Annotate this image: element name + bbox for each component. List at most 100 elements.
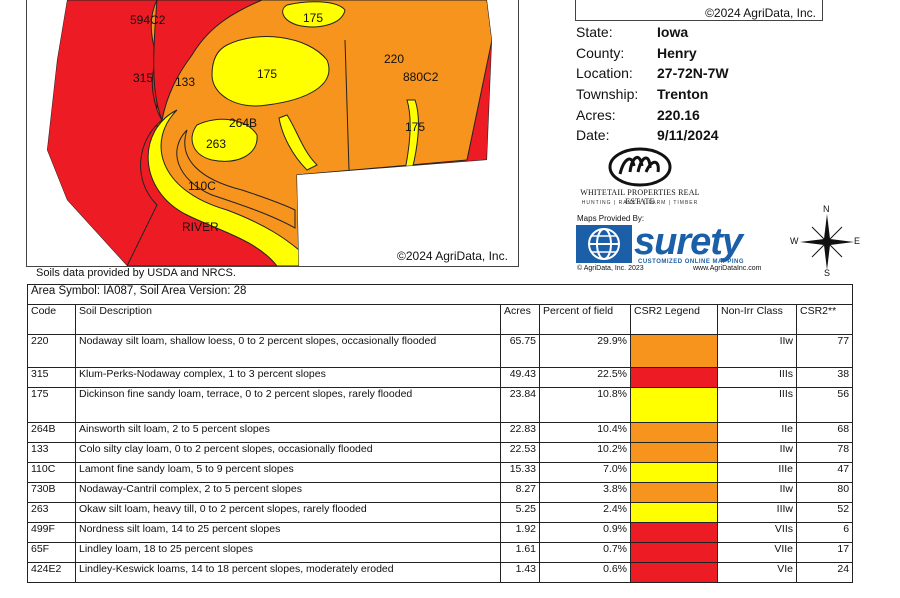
- agri-copyright: © AgriData, Inc. 2023: [577, 265, 644, 272]
- soil-csr2: 24: [795, 562, 854, 583]
- soil-acres: 15.33: [500, 462, 540, 483]
- soil-csr2: 6: [795, 522, 854, 543]
- info-label: Township:: [576, 86, 639, 103]
- compass-rose-icon: N S E W: [790, 204, 864, 278]
- soil-code: 264B: [27, 422, 76, 443]
- map-label: 175: [303, 11, 324, 25]
- info-value: Trenton: [657, 86, 709, 103]
- soil-description: Dickinson fine sandy loam, terrace, 0 to…: [75, 387, 501, 423]
- soil-percent: 29.9%: [539, 334, 631, 368]
- soil-csr2: 80: [795, 482, 854, 503]
- soil-acres: 1.43: [500, 562, 540, 583]
- info-row: State: Iowa: [576, 22, 729, 43]
- csr2-swatch: [630, 542, 718, 563]
- map-label: 880C2: [403, 70, 439, 84]
- whitetail-logo: WHITETAIL PROPERTIES REAL ESTATE HUNTING…: [572, 146, 708, 210]
- table-row: 65F Lindley loam, 18 to 25 percent slopes…: [27, 542, 854, 563]
- soil-percent: 10.4%: [539, 422, 631, 443]
- info-row: County: Henry: [576, 43, 729, 64]
- soil-map-graphic: [27, 0, 518, 266]
- soil-class: IIw: [717, 334, 797, 368]
- table-row: 133 Colo silty clay loam, 0 to 2 percent …: [27, 442, 854, 463]
- table-row: 263 Okaw silt loam, heavy till, 0 to 2 pe…: [27, 502, 854, 523]
- info-label: County:: [576, 44, 625, 61]
- surety-subtitle: CUSTOMIZED ONLINE MAPPING: [638, 259, 745, 265]
- header-code: Code: [27, 304, 76, 335]
- compass-graphic: [800, 214, 854, 270]
- soil-description: Nodaway silt loam, shallow loess, 0 to 2…: [75, 334, 501, 368]
- soil-acres: 8.27: [500, 482, 540, 503]
- soil-acres: 22.83: [500, 422, 540, 443]
- wp-tagline: HUNTING | RANCH | FARM | TIMBER: [581, 200, 699, 206]
- map-credit: ©2024 AgriData, Inc.: [397, 249, 508, 263]
- soil-code: 499F: [27, 522, 76, 543]
- soil-percent: 0.9%: [539, 522, 631, 543]
- soil-class: IIIe: [717, 462, 797, 483]
- soil-code: 220: [27, 334, 76, 368]
- soil-code: 424E2: [27, 562, 76, 583]
- soil-csr2: 78: [795, 442, 854, 463]
- soil-class: IIw: [717, 482, 797, 503]
- soil-acres: 23.84: [500, 387, 540, 423]
- map-label: 220: [384, 52, 405, 66]
- soil-map: 594C2 315 133 175 175 220 880C2 175 264B…: [26, 0, 519, 267]
- table-row: 424E2 Lindley-Keswick loams, 14 to 18 per…: [27, 562, 854, 583]
- soil-acres: 1.92: [500, 522, 540, 543]
- info-label: Location:: [576, 65, 633, 82]
- soil-class: IIIw: [717, 502, 797, 523]
- info-label: Date:: [576, 127, 610, 144]
- table-row: 499F Nordness silt loam, 14 to 25 percent…: [27, 522, 854, 543]
- maps-provided-label: Maps Provided By:: [577, 214, 645, 223]
- map-label: 315: [133, 71, 154, 85]
- header-csr2: CSR2**: [795, 304, 854, 335]
- soil-code: 110C: [27, 462, 76, 483]
- soil-acres: 49.43: [500, 367, 540, 388]
- header-csr2-legend: CSR2 Legend: [630, 304, 718, 335]
- soil-description: Lindley-Keswick loams, 14 to 18 percent …: [75, 562, 501, 583]
- info-value: 220.16: [657, 106, 700, 123]
- soil-class: VIe: [717, 562, 797, 583]
- csr2-swatch: [630, 442, 718, 463]
- soil-class: VIIe: [717, 542, 797, 563]
- map-label: 175: [257, 67, 278, 81]
- soil-code: 65F: [27, 542, 76, 563]
- soil-csr2: 52: [795, 502, 854, 523]
- map-label: 133: [175, 75, 196, 89]
- csr2-color-swatch: [631, 368, 717, 387]
- csr2-swatch: [630, 482, 718, 503]
- soil-percent: 22.5%: [539, 367, 631, 388]
- info-value: Henry: [657, 44, 697, 61]
- soil-description: Lamont fine sandy loam, 5 to 9 percent s…: [75, 462, 501, 483]
- wp-name: WHITETAIL PROPERTIES REAL ESTATE: [580, 188, 700, 206]
- csr2-color-swatch: [631, 483, 717, 502]
- soil-acres: 22.53: [500, 442, 540, 463]
- soil-description: Colo silty clay loam, 0 to 2 percent slo…: [75, 442, 501, 463]
- soil-acres: 1.61: [500, 542, 540, 563]
- csr2-color-swatch: [631, 335, 717, 367]
- table-row: 730B Nodaway-Cantril complex, 2 to 5 perc…: [27, 482, 854, 503]
- soil-percent: 2.4%: [539, 502, 631, 523]
- agri-url: www.AgriDataInc.com: [693, 265, 762, 272]
- soil-csr2: 47: [795, 462, 854, 483]
- info-row: Date: 9/11/2024: [576, 125, 729, 146]
- csr2-color-swatch: [631, 423, 717, 442]
- info-row: Township: Trenton: [576, 84, 729, 105]
- antler-icon: [608, 147, 672, 187]
- soil-description: Nodaway-Cantril complex, 2 to 5 percent …: [75, 482, 501, 503]
- info-row: Acres: 220.16: [576, 104, 729, 125]
- map-label: 110C: [188, 179, 216, 193]
- table-row: 264B Ainsworth silt loam, 2 to 5 percent …: [27, 422, 854, 443]
- area-symbol: Area Symbol: IA087, Soil Area Version: 2…: [26, 284, 854, 305]
- map-label: 175: [405, 120, 426, 134]
- info-value: 27-72N-7W: [657, 65, 729, 82]
- soil-csr2: 68: [795, 422, 854, 443]
- soil-acres: 65.75: [500, 334, 540, 368]
- map-label: RIVER: [182, 220, 219, 234]
- legend-box: ©2024 AgriData, Inc.: [575, 0, 823, 21]
- soil-class: IIe: [717, 422, 797, 443]
- info-label: State:: [576, 24, 613, 41]
- compass-east: E: [854, 236, 861, 246]
- csr2-swatch: [630, 502, 718, 523]
- surety-wordmark: surety: [634, 221, 743, 263]
- soil-class: VIIs: [717, 522, 797, 543]
